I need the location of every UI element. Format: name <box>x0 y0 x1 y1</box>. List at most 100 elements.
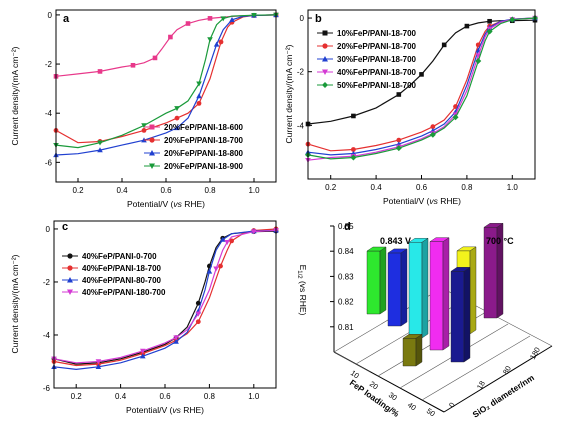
panel-c-y-tick-label-1: -2 <box>43 278 51 287</box>
panel-c-series-3-point-4 <box>140 348 146 354</box>
panel-a-series-2-point-6 <box>174 125 180 131</box>
panel-c-series-3-point-2 <box>95 359 102 365</box>
panel-c-series-1-point-8 <box>195 319 201 325</box>
legend-b-label-1: 20%FeP/PANI-18-700 <box>337 42 417 51</box>
panel-d-bar-6-side <box>469 246 477 335</box>
panel-d-bar-3 <box>429 237 450 351</box>
panel-b-series-4-point-10 <box>475 57 482 64</box>
panel-a-series-2-point-2 <box>97 147 103 153</box>
diameter-tick-0: 0 <box>447 401 457 409</box>
panel-a-series-1-point-6 <box>174 115 180 121</box>
panel-d-bar-0-front <box>366 250 381 315</box>
panel-a-series-3-point-6 <box>174 106 180 112</box>
panel-b-series-4-point-6 <box>429 131 436 138</box>
panel-d-annotation-temperature: 700 °C <box>486 236 514 246</box>
panel-d-bar-3-front <box>429 241 444 351</box>
legend-a-item-0: 20%FeP/PANI-18-600 <box>144 123 244 132</box>
panel-a-y-axis-label: Current density/(mA cm⁻²) <box>10 46 20 145</box>
panel-a-series-2-line <box>55 14 277 156</box>
legend-b-label-3: 40%FeP/PANI-18-700 <box>337 68 417 77</box>
panel-b-series-0-point-6 <box>419 72 424 77</box>
panel-b-series-0-point-10 <box>464 23 470 29</box>
diameter-tick-18: 18 <box>475 379 487 391</box>
legend-c-item-3: 40%FeP/PANI-180-700 <box>62 288 166 297</box>
panel-a-series-0-point-8 <box>168 34 173 40</box>
panel-b-x-axis-label: Potential/V (vs RHE) <box>383 196 461 206</box>
panel-b-x-tick-label-4: 1.0 <box>507 183 519 192</box>
panel-d-loading-ticks: 10 20 30 40 50 <box>349 368 437 418</box>
panel-c-series-2-point-10 <box>206 268 213 274</box>
panel-c-series-1-point-12 <box>229 238 235 244</box>
panel-c-series-0-point-8 <box>195 300 201 306</box>
panel-d-bar-5 <box>402 333 423 367</box>
panel-b-legend: 10%FeP/PANI-18-700 20%FeP/PANI-18-700 30… <box>317 29 417 90</box>
panel-a-series-0-point-6 <box>152 55 158 61</box>
panel-c-legend: 40%FeP/PANI-0-700 40%FeP/PANI-18-700 40%… <box>62 252 166 297</box>
panel-a-x-tick-label-4: 1.0 <box>248 186 260 195</box>
panel-d-y-ticks: 0.81 0.82 0.83 0.84 0.85 <box>330 222 354 332</box>
panel-c-x-tick-label-3: 0.8 <box>204 392 216 401</box>
panel-c-frame <box>53 220 277 389</box>
panel-d-annotation-potential: 0.843 V <box>380 236 411 246</box>
panel-d-bar-4 <box>450 266 471 363</box>
panel-b-series-0-point-2 <box>351 113 356 119</box>
panel-b: b 0.2 0.4 0.6 0.8 1.0 0 -2 -4 Current density/(… <box>284 9 538 206</box>
legend-b-label-2: 30%FeP/PANI-18-700 <box>337 55 417 64</box>
panel-c-plot: 0.2 0.4 0.6 0.8 1.0 0 -2 -4 -6 <box>43 225 279 401</box>
panel-c-y-tick-label-0: 0 <box>46 225 51 234</box>
panel-a-series-3-point-8 <box>196 81 202 87</box>
panel-a-gridfree-plot: 0.2 0.4 0.6 0.8 1.0 0 -2 -4 -6 <box>45 11 279 195</box>
diameter-tick-180: 180 <box>528 346 542 361</box>
legend-b-label-4: 50%FeP/PANI-18-700 <box>337 81 417 90</box>
panel-c-series-1-line <box>53 228 277 367</box>
panel-c-series-1-point-10 <box>218 263 223 269</box>
panel-a-series-3-point-10 <box>207 37 213 43</box>
panel-label-d: d <box>344 221 351 233</box>
panel-a-series-3-point-14 <box>251 12 257 18</box>
legend-b-item-2: 30%FeP/PANI-18-700 <box>317 55 417 64</box>
panel-d-bar-0-top <box>366 246 387 252</box>
panel-a-y-tick-label-0: 0 <box>48 11 53 20</box>
panel-label-b: b <box>315 13 322 25</box>
panel-c-y-tick-label-3: -6 <box>43 384 51 393</box>
legend-a-item-1: 20%FeP/PANI-18-700 <box>144 136 244 145</box>
panel-b-series-0-point-4 <box>396 92 402 97</box>
panel-d-y-tick-label-3: 0.84 <box>338 247 354 256</box>
panel-d-bar-4-top <box>450 267 471 272</box>
panel-label-a: a <box>63 13 70 25</box>
panel-c-series-3-point-10 <box>213 266 219 272</box>
panel-a-y-tick-label-2: -4 <box>45 109 53 118</box>
panel-d-y-tick-label-1: 0.82 <box>338 298 354 307</box>
panel-d-bar-1-side <box>400 248 408 327</box>
panel-c: c 0.2 0.4 0.6 0.8 1.0 0 -2 -4 -6 Current density… <box>10 220 279 415</box>
panel-a-series-2-point-12 <box>229 17 235 23</box>
loading-tick-50: 50 <box>425 406 437 418</box>
legend-a-item-2: 20%FeP/PANI-18-800 <box>144 149 244 158</box>
panel-d-bar-3-top <box>429 237 450 242</box>
panel-d-floor-grid-6 <box>333 351 371 373</box>
panel-b-y-axis-label: Current density/(mA cm⁻²) <box>284 44 294 143</box>
panel-c-series-3-point-6 <box>173 335 179 341</box>
legend-c-label-1: 40%FeP/PANI-18-700 <box>82 264 162 273</box>
panel-a-series-3-point-12 <box>220 16 226 22</box>
panel-a-series-1-point-8 <box>196 100 202 106</box>
legend-c-label-2: 40%FeP/PANI-80-700 <box>82 276 162 285</box>
loading-tick-20: 20 <box>368 379 380 391</box>
panel-c-series-3-point-12 <box>224 240 230 246</box>
panel-d-floor-edge-right <box>443 345 553 413</box>
panel-d-bar-7-top <box>483 223 504 228</box>
panel-c-series-3-point-14 <box>251 229 257 235</box>
panel-a-x-tick-label-3: 0.8 <box>204 186 216 195</box>
panel-a-series-2-point-8 <box>196 93 202 99</box>
panel-b-series-1-point-2 <box>351 147 356 152</box>
panel-d-bar-1-top <box>387 248 408 254</box>
panel-d-bar-4-side <box>463 266 471 363</box>
panel-a-x-tick-label-1: 0.4 <box>116 186 128 195</box>
legend-a-label-3: 20%FeP/PANI-18-900 <box>164 162 244 171</box>
panel-d-bar-1 <box>387 248 408 327</box>
panel-d-bar-2-side <box>421 237 429 339</box>
panel-a: a 0.2 0.4 0.6 0.8 1.0 0 -2 -4 -6 Current density… <box>10 9 279 209</box>
panel-a-frame <box>55 9 277 183</box>
panel-c-series-2-point-6 <box>173 338 179 344</box>
